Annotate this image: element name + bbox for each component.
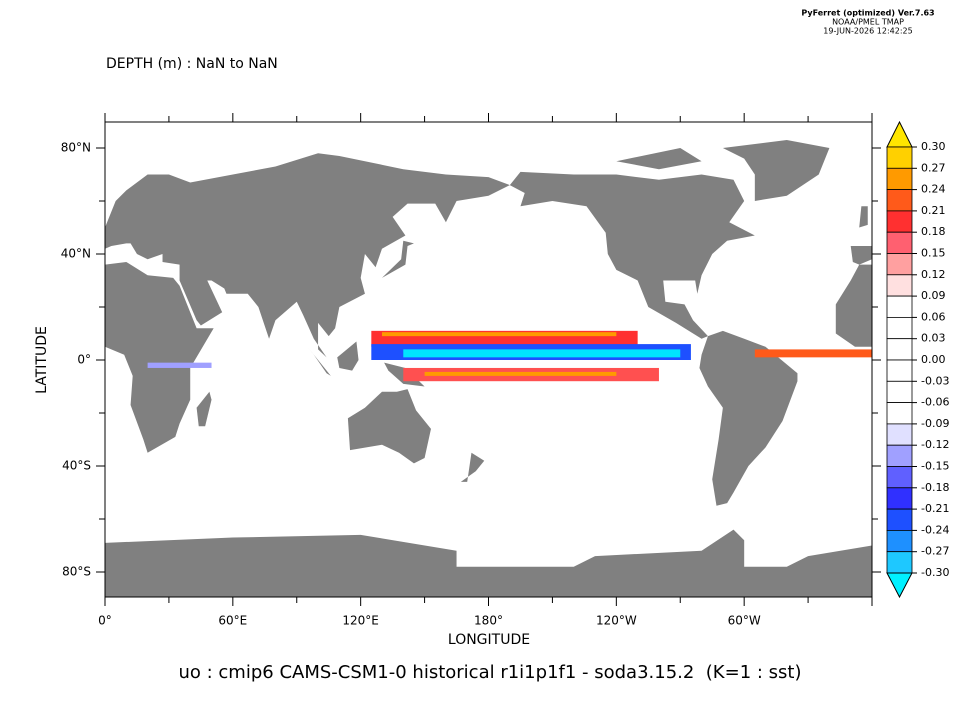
x-tick-label: 120°E bbox=[342, 614, 379, 628]
anomaly bbox=[147, 362, 212, 368]
colorbar-label: -0.06 bbox=[921, 396, 949, 409]
colorbar-label: -0.18 bbox=[921, 481, 949, 494]
colorbar-label: -0.03 bbox=[921, 374, 949, 387]
y-tick-label: 80°S bbox=[62, 565, 91, 579]
colorbar-box bbox=[886, 146, 913, 169]
colorbar-label: 0.18 bbox=[921, 225, 946, 238]
colorbar-box bbox=[886, 423, 913, 446]
colorbar-label: 0.03 bbox=[921, 332, 946, 345]
x-tick-label: 0° bbox=[98, 614, 112, 628]
colorbar-label: 0.30 bbox=[921, 140, 946, 153]
colorbar-label: 0.06 bbox=[921, 310, 946, 323]
land bbox=[722, 140, 830, 201]
map-area bbox=[105, 140, 872, 597]
land bbox=[105, 529, 872, 597]
colorbar-box bbox=[886, 551, 913, 574]
anomaly bbox=[381, 332, 617, 337]
y-axis-label: LATITUDE bbox=[34, 326, 50, 394]
colorbar-label: -0.12 bbox=[921, 438, 949, 451]
colorbar-label: -0.21 bbox=[921, 502, 949, 515]
land bbox=[196, 391, 212, 427]
header-line: PyFerret (optimized) Ver.7.63 bbox=[801, 9, 934, 18]
anomaly bbox=[424, 371, 617, 376]
colorbar-box bbox=[886, 444, 913, 467]
colorbar: 0.30 0.27 0.24 0.21 0.18 0.15 0.12 0.09 0.06 0.03… bbox=[886, 120, 949, 599]
colorbar-label: 0.00 bbox=[921, 353, 946, 366]
land bbox=[616, 148, 702, 170]
colorbar-label: -0.27 bbox=[921, 545, 949, 558]
colorbar-label: 0.09 bbox=[921, 289, 946, 302]
colorbar-extension bbox=[886, 572, 913, 599]
colorbar-box bbox=[886, 487, 913, 510]
colorbar-box bbox=[886, 359, 913, 382]
y-tick-label: 40°N bbox=[61, 247, 91, 261]
colorbar-label: 0.21 bbox=[921, 204, 946, 217]
colorbar-box bbox=[886, 316, 913, 340]
land bbox=[347, 389, 431, 464]
footer: uo : cmip6 CAMS-CSM1-0 historical r1i1p1… bbox=[178, 662, 801, 683]
colorbar-box bbox=[886, 210, 913, 233]
colorbar-box bbox=[886, 402, 913, 425]
y-tick-label: 80°N bbox=[61, 141, 91, 155]
header-line: NOAA/PMEL TMAP bbox=[832, 18, 904, 27]
colorbar-box bbox=[886, 295, 913, 318]
x-tick-label: 120°W bbox=[596, 614, 637, 628]
land bbox=[460, 452, 485, 482]
colorbar-box bbox=[886, 338, 913, 361]
colorbar-label: 0.12 bbox=[921, 268, 946, 281]
header-line: 19-JUN-2026 12:42:25 bbox=[823, 27, 912, 36]
ticks: 0° 60°E 120°E 180° 120°W 60°W 80°N 40°N 0° 40°S 80… bbox=[61, 113, 881, 628]
x-tick-label: 60°E bbox=[218, 614, 247, 628]
y-tick-label: 40°S bbox=[62, 459, 91, 473]
land bbox=[699, 330, 798, 506]
land bbox=[509, 171, 755, 339]
x-tick-label: 60°W bbox=[728, 614, 761, 628]
land bbox=[850, 246, 872, 265]
colorbar-box bbox=[886, 231, 913, 254]
colorbar-box bbox=[886, 274, 913, 297]
x-tick-label: 180° bbox=[474, 614, 503, 628]
land bbox=[381, 240, 414, 278]
y-tick-label: 0° bbox=[77, 353, 91, 367]
title: DEPTH (m) : NaN to NaN bbox=[106, 56, 278, 72]
colorbar-label: 0.27 bbox=[921, 161, 946, 174]
map-layers bbox=[105, 140, 872, 597]
colorbar-label: 0.15 bbox=[921, 247, 946, 260]
colorbar-box bbox=[886, 253, 913, 276]
colorbar-box bbox=[886, 189, 913, 212]
anomaly bbox=[754, 349, 872, 358]
land bbox=[835, 264, 872, 347]
colorbar-label: 0.24 bbox=[921, 183, 946, 196]
land bbox=[859, 206, 868, 228]
colorbar-label: -0.15 bbox=[921, 460, 949, 473]
colorbar-box bbox=[886, 508, 913, 531]
land bbox=[337, 341, 359, 371]
x-axis-label: LONGITUDE bbox=[448, 632, 530, 648]
colorbar-box bbox=[886, 466, 913, 489]
land bbox=[105, 261, 214, 453]
colorbar-label: -0.24 bbox=[921, 523, 949, 536]
colorbar-label: -0.30 bbox=[921, 566, 949, 579]
colorbar-box bbox=[886, 530, 913, 553]
colorbar-label: -0.09 bbox=[921, 417, 949, 430]
colorbar-box bbox=[886, 167, 913, 191]
colorbar-box bbox=[886, 380, 913, 403]
anomaly bbox=[403, 349, 681, 358]
land bbox=[105, 153, 510, 358]
